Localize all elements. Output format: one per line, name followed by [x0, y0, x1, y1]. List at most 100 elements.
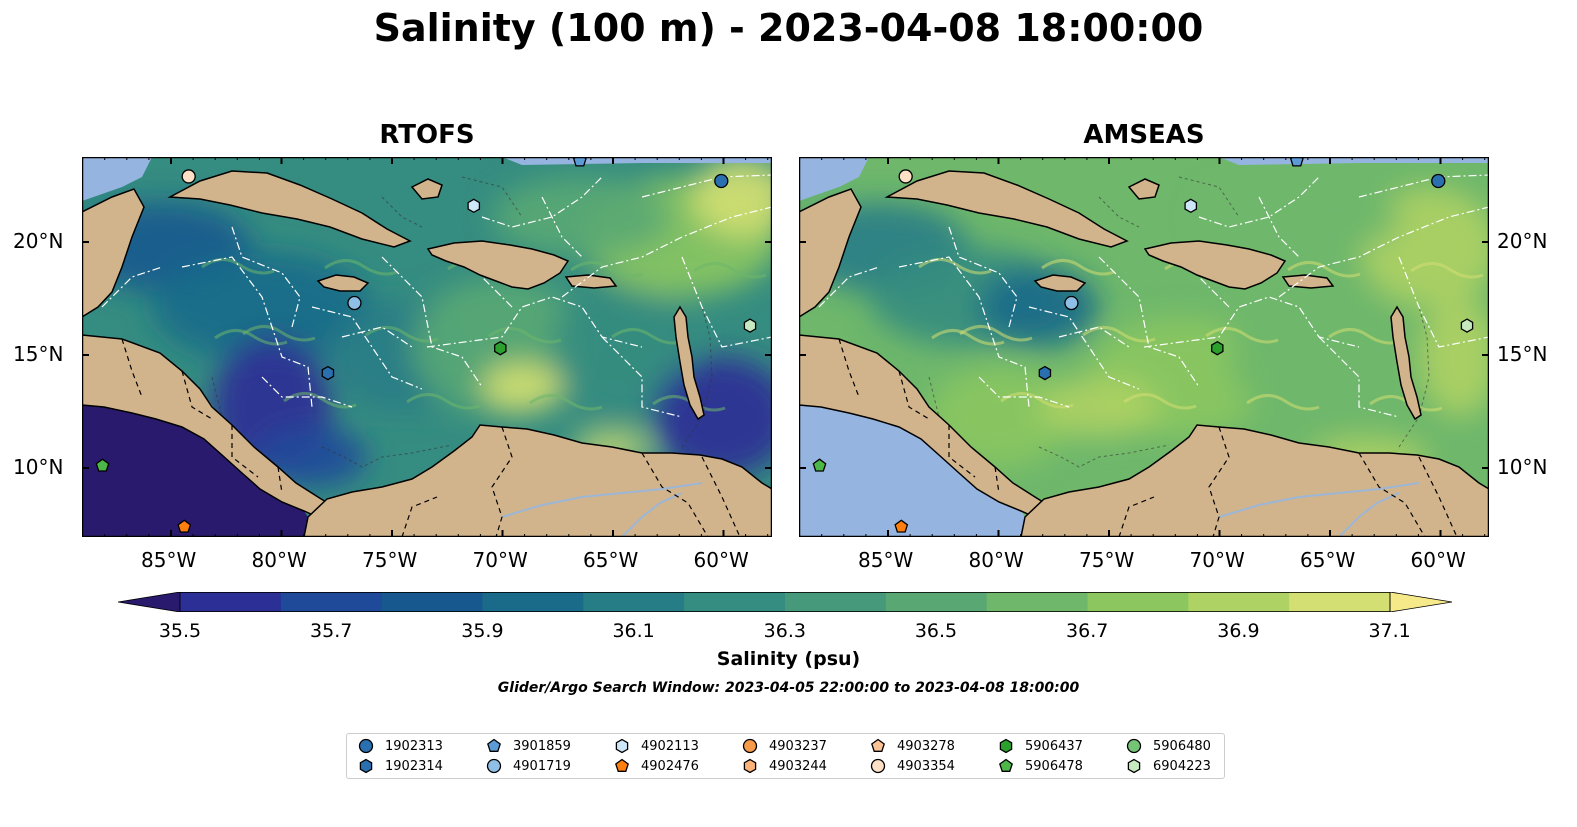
eez-boundary: [261, 376, 353, 408]
atlantic-north: [502, 157, 772, 165]
eez-boundary: [1398, 256, 1489, 348]
bathymetry-contour: [681, 306, 713, 448]
legend-marker-icon: [870, 758, 886, 774]
bahamas-land: [1127, 178, 1160, 200]
colorbar: [117, 591, 1453, 616]
eddy-streak: [1410, 262, 1484, 279]
legend-item: 5906437: [997, 737, 1083, 755]
float-marker-6904223: [1460, 318, 1474, 333]
map-canvas: [82, 157, 772, 537]
float-marker-1902313: [1431, 173, 1446, 189]
eez-boundary: [1058, 326, 1130, 348]
x-tick-label: 60°W: [1410, 548, 1466, 572]
eez-boundary: [681, 256, 772, 348]
legend-label: 4902113: [641, 738, 699, 754]
bathymetry-contour: [1178, 176, 1240, 218]
eddy-streak: [1082, 326, 1156, 343]
float-marker-4902476: [894, 519, 909, 533]
colorbar-extend-high: [1389, 591, 1453, 613]
river: [501, 482, 703, 518]
eddy-streak: [1000, 392, 1074, 409]
pacific-ocean: [799, 405, 1025, 537]
x-tick-label: 75°W: [1079, 548, 1135, 572]
eddy-streak: [242, 325, 316, 342]
colorbar-tick-label: 37.1: [1368, 620, 1411, 642]
map-frame: [799, 157, 1489, 537]
eez-boundary: [1028, 306, 1140, 390]
panel-title-rtofs: RTOFS: [379, 120, 475, 150]
colorbar-segment: [1087, 592, 1189, 612]
bathymetry-contour: [381, 196, 423, 228]
float-marker-6904223: [743, 318, 757, 333]
eez-boundary: [1278, 206, 1489, 298]
eddy-streak: [324, 259, 398, 276]
salinity-zone: [1229, 287, 1409, 427]
river: [1218, 482, 1420, 518]
legend-label: 4903354: [897, 758, 955, 774]
x-tick-label: 85°W: [141, 548, 197, 572]
eddy-streak: [283, 392, 357, 409]
eez-boundary: [481, 176, 603, 228]
colorbar-outline: [179, 592, 1391, 613]
legend-item: 3901859: [485, 737, 571, 755]
float-marker-4902476: [177, 519, 192, 533]
country-boundary: [898, 370, 930, 420]
eez-boundary: [481, 276, 513, 308]
legend-item: 5906478: [997, 757, 1083, 775]
atlantic-north: [1219, 157, 1489, 165]
float-marker-1902314: [1038, 365, 1052, 381]
salinity-zone: [552, 277, 692, 417]
y-tick-label: 20°N: [13, 229, 64, 253]
colorbar-tick-label: 36.9: [1217, 620, 1260, 642]
south-america-land: [303, 424, 772, 537]
y-tick-label: 20°N: [1497, 229, 1548, 253]
salinity-zone: [692, 157, 772, 237]
bathymetry-contour: [1098, 196, 1140, 228]
colorbar-tick-label: 35.9: [461, 620, 504, 642]
map-panel-amseas: [799, 157, 1489, 537]
legend-label: 5906437: [1025, 738, 1083, 754]
legend-marker-icon: [358, 738, 374, 754]
eddy-streak: [570, 261, 644, 278]
colorbar-tick-label: 35.7: [310, 620, 353, 642]
legend-item: 1902314: [357, 757, 443, 775]
float-marker-5906478: [95, 458, 110, 472]
float-marker-3901859: [1289, 157, 1304, 167]
colorbar-tick-label: 36.1: [612, 620, 655, 642]
map-frame: [82, 157, 772, 537]
eddy-streak: [406, 393, 480, 410]
x-tick-label: 85°W: [858, 548, 914, 572]
x-tick-label: 70°W: [1189, 548, 1245, 572]
colorbar-segment: [986, 592, 1088, 612]
eez-boundary: [1318, 336, 1400, 418]
eez-boundary: [1358, 174, 1489, 198]
legend-item: 4902476: [613, 757, 699, 775]
eez-boundary: [541, 196, 583, 258]
country-boundary: [231, 425, 259, 478]
float-marker-1902314: [321, 365, 335, 381]
x-tick-label: 65°W: [583, 548, 639, 572]
legend-marker-icon: [999, 738, 1013, 754]
colorbar-tick-label: 36.5: [914, 620, 958, 642]
bathymetry-contour: [321, 444, 453, 468]
eez-boundary: [381, 256, 483, 388]
legend-label: 3901859: [513, 738, 571, 754]
map-canvas: [799, 157, 1489, 537]
colorbar-segment: [1289, 592, 1391, 612]
legend-item: 4903237: [741, 737, 827, 755]
bathymetry-contour: [461, 176, 523, 218]
legend-marker-icon: [615, 758, 629, 772]
legend-label: 5906478: [1025, 758, 1083, 774]
eez-boundary: [341, 326, 413, 348]
legend-marker-icon: [742, 738, 758, 754]
legend-label: 1902314: [385, 758, 443, 774]
colorbar-tick-label: 36.3: [763, 620, 806, 642]
pacific-ocean: [82, 405, 308, 537]
colorbar-tick-label: 35.5: [158, 620, 202, 642]
eez-boundary: [601, 336, 683, 418]
legend-item: 4903354: [869, 757, 955, 775]
float-marker-1902313: [714, 173, 729, 189]
country-boundary: [277, 466, 283, 494]
legend-marker-icon: [486, 758, 502, 774]
eez-boundary: [948, 226, 1018, 328]
